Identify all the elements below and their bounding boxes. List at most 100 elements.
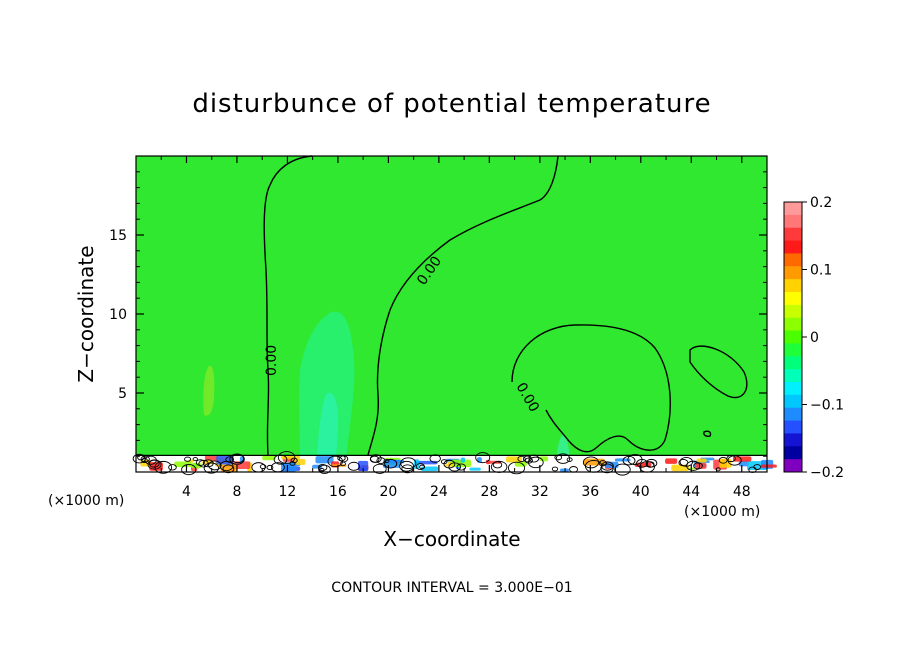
- surface-contour: [266, 464, 274, 471]
- y-ticks: 5 10 15: [109, 171, 767, 457]
- surface-contour: [456, 463, 467, 471]
- contour-right-dome: [511, 324, 671, 453]
- x-tick-label: 16: [329, 484, 347, 500]
- colorbar-segment: [784, 202, 802, 216]
- surface-contour: [600, 463, 614, 474]
- colorbar-segment: [784, 304, 802, 319]
- surface-contour: [475, 452, 491, 464]
- surface-contour: [168, 464, 177, 471]
- surface-blot: [385, 459, 405, 464]
- x-tick-label: 8: [232, 484, 241, 500]
- surface-contour: [222, 464, 235, 474]
- contour-tiny: [703, 430, 712, 437]
- surface-contour: [582, 456, 600, 469]
- surface-contour: [679, 456, 693, 467]
- colorbar-segment: [784, 279, 802, 293]
- surface-contour: [372, 463, 387, 474]
- colorbar-segment: [784, 369, 802, 383]
- surface-blot: [420, 466, 439, 472]
- colorbar-tick-label: −0.1: [810, 398, 844, 414]
- surface-blot: [315, 456, 334, 464]
- colorbar: 0.2 0.1 0 −0.1 −0.2: [783, 195, 844, 481]
- x-tick-label: 40: [632, 484, 650, 500]
- colorbar-tick-label: −0.2: [810, 465, 844, 481]
- colorbar-segment: [784, 446, 802, 460]
- surface-contour: [259, 464, 267, 469]
- surface-layer: [132, 451, 777, 476]
- x-tick-label: 12: [279, 484, 297, 500]
- x-tick-label: 48: [733, 484, 751, 500]
- contour-left: [263, 155, 313, 456]
- surface-blot: [696, 458, 707, 463]
- x-tick-label: 44: [682, 484, 700, 500]
- y-tick-label: 15: [109, 228, 127, 244]
- x-ticks: 4 8 12 16 20 24 28 32 36 40 44 48: [160, 156, 751, 500]
- contour-middle: [367, 155, 559, 456]
- surface-contour: [229, 453, 245, 465]
- y-tick-label: 10: [109, 307, 127, 323]
- surface-contour: [527, 456, 544, 469]
- surface-contour: [598, 460, 608, 467]
- surface-contour: [339, 461, 346, 467]
- colorbar-segment: [784, 356, 802, 370]
- colorbar-segment: [784, 459, 802, 473]
- field-features: [203, 311, 570, 470]
- surface-contour: [154, 460, 173, 474]
- colorbar-segment: [784, 253, 802, 267]
- surface-blot: [604, 461, 619, 468]
- colorbar-segment: [784, 227, 802, 242]
- colorbar-tick-label: 0.2: [810, 195, 832, 211]
- surface-contour: [203, 462, 219, 474]
- cool-plume: [299, 311, 355, 470]
- colorbar-segment: [784, 433, 802, 447]
- colorbar-segment: [784, 420, 802, 434]
- x-tick-label: 28: [480, 484, 498, 500]
- colorbar-segment: [784, 317, 802, 332]
- x-unit-left: (×1000 m): [48, 493, 124, 509]
- surface-contour: [347, 461, 360, 471]
- surface-contour: [401, 464, 414, 474]
- chart-title: disturbunce of potential temperature: [192, 89, 711, 119]
- colorbar-tick-label: 0.1: [810, 263, 832, 279]
- surface-contour: [415, 463, 425, 470]
- y-tick-label: 5: [118, 386, 127, 402]
- colorbar-segment: [784, 240, 802, 254]
- cool-core: [316, 392, 338, 470]
- surface-contour: [376, 457, 386, 464]
- surface-contour: [517, 455, 526, 463]
- surface-blot: [460, 457, 466, 463]
- surface-contour: [507, 461, 526, 475]
- surface-blot: [450, 459, 472, 468]
- surface-blot: [732, 456, 752, 462]
- surface-blot: [174, 461, 192, 468]
- surface-blot: [262, 455, 276, 461]
- x-axis-label: X−coordinate: [383, 527, 520, 551]
- colorbar-segment: [784, 214, 802, 229]
- x-tick-label: 24: [430, 484, 448, 500]
- surface-contour: [132, 453, 146, 464]
- x-tick-label: 4: [182, 484, 191, 500]
- colorbar-segment: [784, 343, 802, 357]
- surface-blot: [539, 456, 549, 462]
- surface-contour: [147, 459, 162, 470]
- surface-contour: [140, 455, 150, 463]
- surface-blot: [281, 462, 297, 472]
- surface-contour: [290, 457, 298, 464]
- surface-blot: [233, 461, 251, 469]
- surface-blot: [357, 460, 369, 471]
- surface-contour: [551, 466, 559, 472]
- x-unit-right: (×1000 m): [684, 504, 760, 520]
- plot-area: [136, 156, 767, 472]
- surface-contour: [184, 456, 192, 462]
- surface-contour: [327, 455, 344, 468]
- colorbar-segment: [784, 382, 802, 396]
- x-tick-label: 32: [531, 484, 549, 500]
- surface-blot: [695, 462, 707, 469]
- contour-label-left: 0.00: [264, 345, 280, 376]
- zero-contours: [263, 155, 748, 456]
- surface-contour: [192, 457, 198, 462]
- contour-right-ring: [689, 345, 748, 399]
- surface-contour: [384, 458, 398, 469]
- surface-contour: [636, 458, 648, 468]
